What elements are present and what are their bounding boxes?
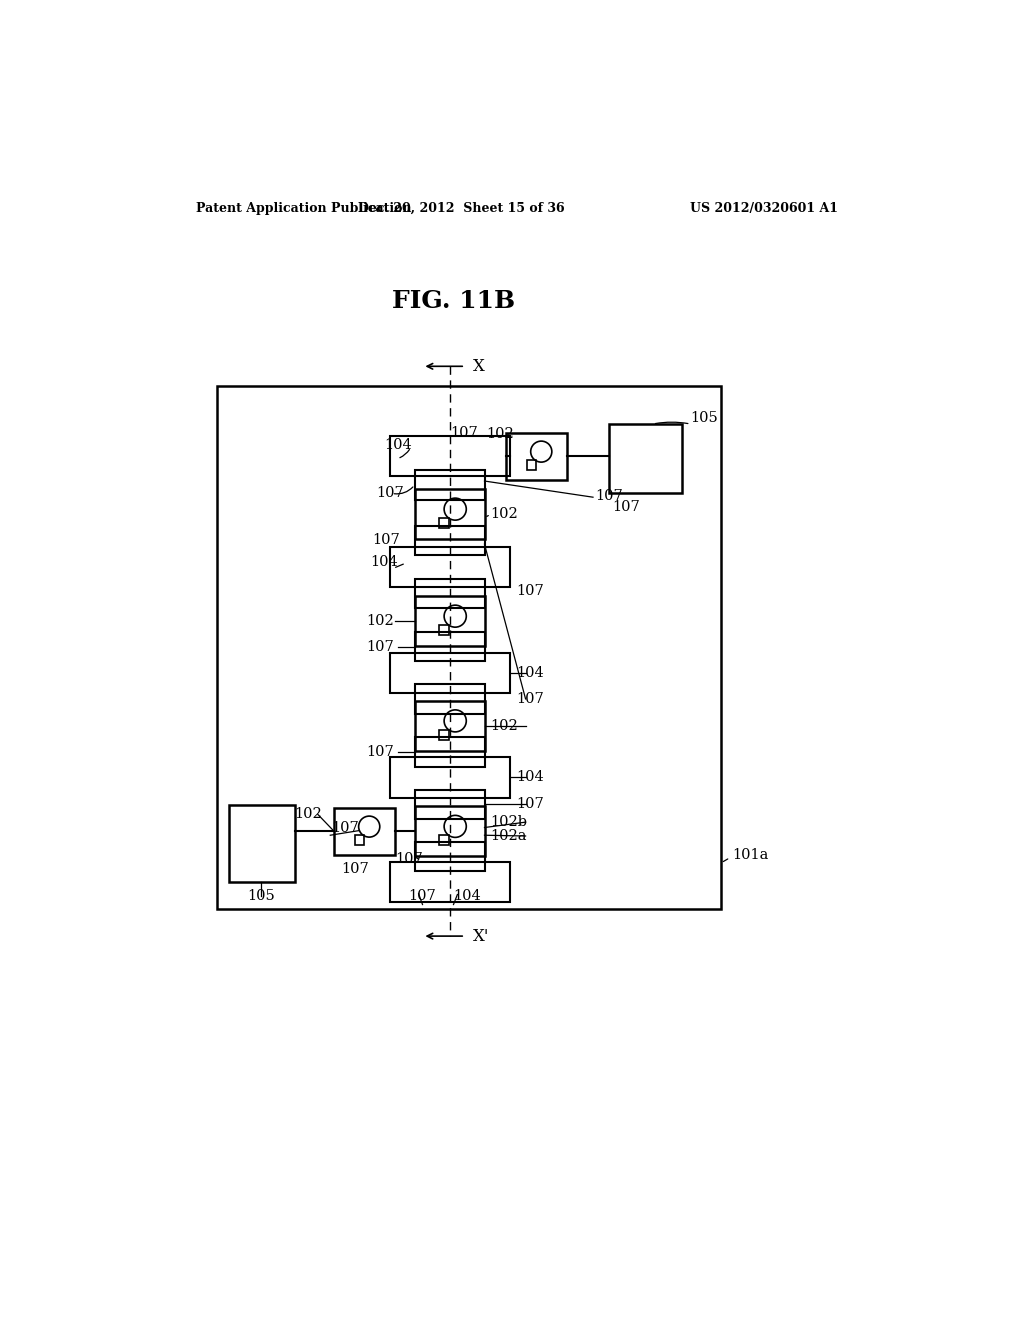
Bar xyxy=(217,385,721,909)
Text: 107: 107 xyxy=(516,692,544,706)
Bar xyxy=(389,437,510,477)
Text: 107: 107 xyxy=(516,797,544,812)
Bar xyxy=(415,597,484,647)
Text: 107: 107 xyxy=(367,744,394,759)
Text: FIG. 11B: FIG. 11B xyxy=(392,289,515,313)
Text: 101a: 101a xyxy=(732,849,769,862)
Bar xyxy=(415,525,484,554)
Bar xyxy=(439,730,450,741)
Text: X': X' xyxy=(473,928,489,945)
Bar xyxy=(415,490,484,539)
Bar xyxy=(415,470,484,499)
Text: 104: 104 xyxy=(516,771,544,784)
Bar xyxy=(415,684,484,714)
Bar xyxy=(439,626,450,635)
Text: 105: 105 xyxy=(248,890,275,903)
Text: 107: 107 xyxy=(451,425,478,440)
Text: 102: 102 xyxy=(486,428,514,441)
Text: 104: 104 xyxy=(370,554,397,569)
Text: 102: 102 xyxy=(490,507,518,521)
Bar xyxy=(415,738,484,767)
Text: 107: 107 xyxy=(595,488,623,503)
Text: Dec. 20, 2012  Sheet 15 of 36: Dec. 20, 2012 Sheet 15 of 36 xyxy=(358,202,564,215)
Text: 107: 107 xyxy=(341,862,369,876)
Text: 104: 104 xyxy=(384,438,412,451)
Text: 107: 107 xyxy=(372,533,400,548)
Text: 107: 107 xyxy=(516,585,544,598)
Bar xyxy=(354,836,365,845)
Text: 102a: 102a xyxy=(490,829,527,843)
Bar xyxy=(389,862,510,903)
Text: 107: 107 xyxy=(367,640,394,653)
Bar xyxy=(389,653,510,693)
Bar xyxy=(506,433,566,480)
Text: US 2012/0320601 A1: US 2012/0320601 A1 xyxy=(689,202,838,215)
Text: 107: 107 xyxy=(395,853,423,866)
Bar xyxy=(415,578,484,609)
Bar xyxy=(389,758,510,797)
Bar xyxy=(439,836,450,845)
Text: 105: 105 xyxy=(690,411,719,425)
Text: 102b: 102b xyxy=(490,816,527,829)
Bar xyxy=(608,424,682,494)
Text: 107: 107 xyxy=(612,500,640,515)
Bar xyxy=(439,519,450,528)
Text: X: X xyxy=(473,358,484,375)
Text: 104: 104 xyxy=(516,665,544,680)
Bar xyxy=(415,842,484,871)
Bar xyxy=(526,461,537,470)
Text: 102: 102 xyxy=(367,614,394,628)
Bar xyxy=(228,805,295,882)
Text: 107: 107 xyxy=(331,821,358,836)
Text: 107: 107 xyxy=(376,486,403,500)
Bar xyxy=(415,701,484,751)
Bar xyxy=(415,632,484,661)
Text: 102: 102 xyxy=(490,719,518,733)
Bar xyxy=(415,789,484,818)
Bar xyxy=(389,548,510,587)
Text: Patent Application Publication: Patent Application Publication xyxy=(197,202,412,215)
Text: 104: 104 xyxy=(454,890,481,903)
Text: 107: 107 xyxy=(409,890,436,903)
Bar xyxy=(415,807,484,857)
Text: 102: 102 xyxy=(295,808,323,821)
Bar xyxy=(334,808,394,855)
